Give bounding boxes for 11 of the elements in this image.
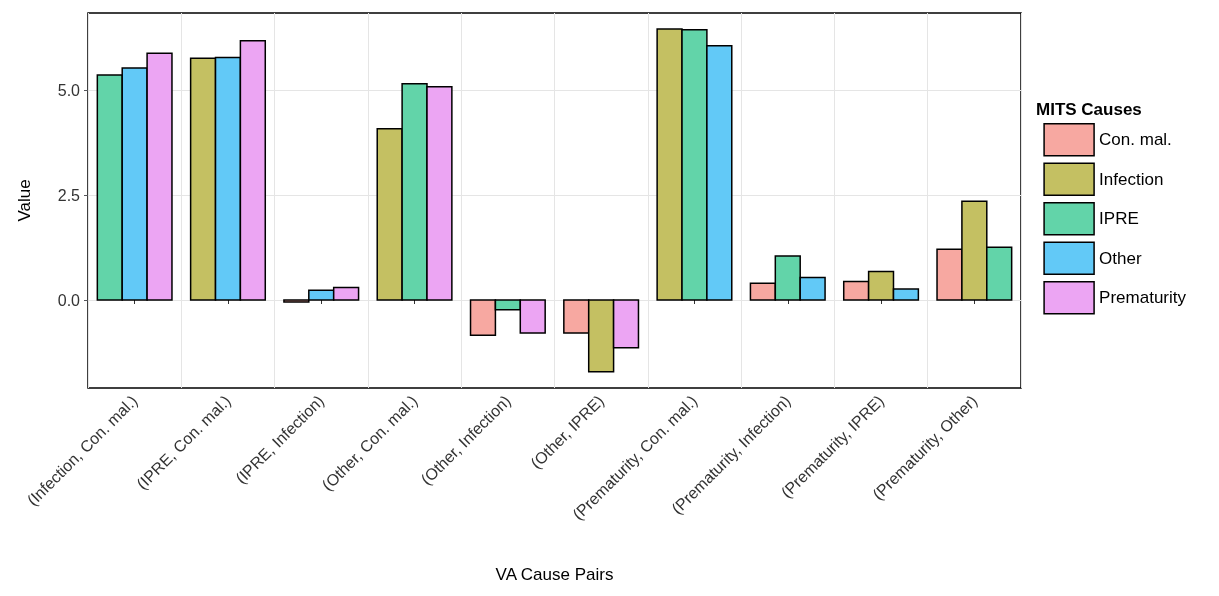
legend-title: MITS Causes bbox=[1036, 100, 1142, 119]
legend-label: Infection bbox=[1099, 169, 1164, 189]
legend-label: Other bbox=[1099, 248, 1142, 268]
y-tick-label: 5.0 bbox=[57, 82, 81, 100]
y-tick-label: 2.5 bbox=[57, 186, 81, 204]
legend-label: IPRE bbox=[1099, 209, 1139, 229]
y-axis-title: Value bbox=[15, 179, 34, 222]
y-tick-label: 0.0 bbox=[57, 291, 81, 309]
legend-label: Prematurity bbox=[1099, 288, 1187, 308]
legend-label: Con. mal. bbox=[1099, 130, 1172, 150]
x-axis-title: VA Cause Pairs bbox=[495, 565, 614, 584]
